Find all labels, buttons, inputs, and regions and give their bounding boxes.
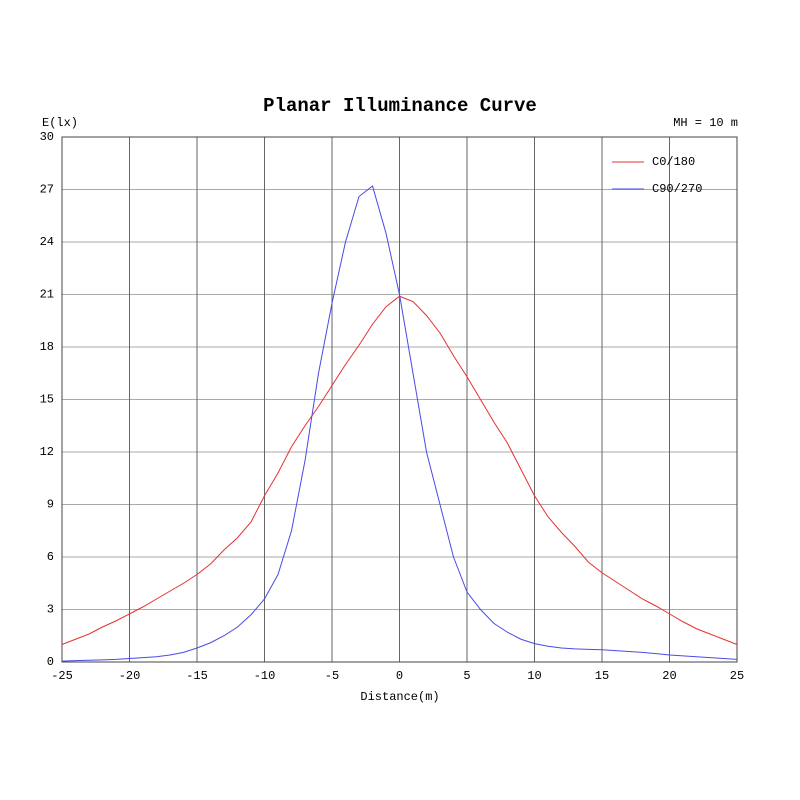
x-tick-label: 10 <box>527 669 541 683</box>
plot-frame <box>61 136 738 663</box>
y-tick-label: 18 <box>40 340 54 354</box>
y-tick-label: 30 <box>40 130 54 144</box>
x-axis-label: Distance(m) <box>360 690 439 704</box>
y-tick-label: 9 <box>47 498 54 512</box>
y-tick-label: 6 <box>47 550 54 564</box>
chart-title: Planar Illuminance Curve <box>263 95 537 117</box>
x-tick-label: -10 <box>254 669 276 683</box>
y-tick-label: 21 <box>40 288 54 302</box>
x-tick-label: -20 <box>119 669 141 683</box>
y-tick-label: 3 <box>47 603 54 617</box>
y-tick-label: 0 <box>47 655 54 669</box>
x-tick-label: 5 <box>463 669 470 683</box>
x-tick-label: -25 <box>51 669 73 683</box>
x-tick-label: 0 <box>396 669 403 683</box>
x-tick-label: -5 <box>325 669 339 683</box>
y-tick-label: 12 <box>40 445 54 459</box>
x-tick-label: 20 <box>662 669 676 683</box>
legend-label: C90/270 <box>652 182 702 196</box>
y-axis-label: E(lx) <box>42 116 78 130</box>
y-tick-label: 27 <box>40 183 54 197</box>
x-tick-label: -15 <box>186 669 208 683</box>
y-tick-label: 24 <box>40 235 54 249</box>
y-tick-label: 15 <box>40 393 54 407</box>
x-tick-label: 15 <box>595 669 609 683</box>
legend-label: C0/180 <box>652 155 695 169</box>
x-tick-label: 25 <box>730 669 744 683</box>
annotation: MH = 10 m <box>673 116 738 130</box>
series-line <box>61 185 738 662</box>
